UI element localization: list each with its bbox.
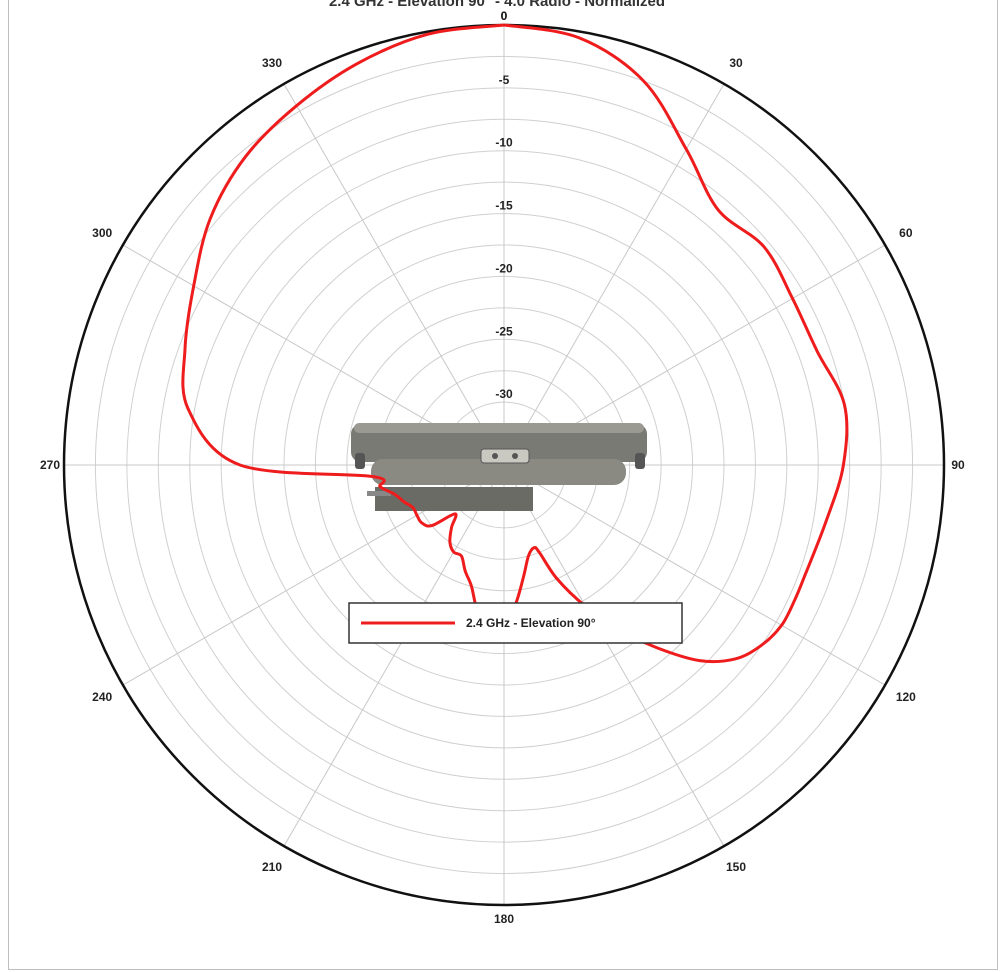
radial-tick-label: 0: [501, 9, 508, 23]
legend-label: 2.4 GHz - Elevation 90°: [466, 616, 596, 630]
angle-label-240: 240: [92, 690, 112, 704]
polar-chart: 2.4 GHz - Elevation 90° - 4.0 Radio - No…: [40, 0, 965, 926]
access-point-device-image: [351, 423, 647, 511]
angle-label-60: 60: [899, 226, 913, 240]
series-layer: [181, 23, 849, 664]
radial-tick-label: -30: [495, 387, 513, 401]
chart-title: 2.4 GHz - Elevation 90° - 4.0 Radio - No…: [329, 0, 665, 10]
radial-tick-label: -10: [495, 136, 513, 150]
angle-label-330: 330: [262, 56, 282, 70]
angle-label-150: 150: [726, 860, 746, 874]
angle-label-300: 300: [92, 226, 112, 240]
angle-label-90: 90: [951, 458, 965, 472]
grid-spoke: [503, 83, 725, 466]
angle-label-180: 180: [494, 912, 514, 926]
grid-spoke: [503, 464, 886, 686]
grid-spoke: [283, 464, 505, 847]
radial-tick-label: -5: [499, 73, 510, 87]
radial-tick-label: -25: [495, 324, 513, 338]
grid-spoke: [503, 464, 725, 847]
angle-label-0: 0: [501, 9, 508, 23]
radial-tick-label: -20: [495, 261, 513, 275]
angle-label-210: 210: [262, 860, 282, 874]
grid-spoke: [283, 83, 505, 466]
series-line: [181, 23, 849, 664]
legend: 2.4 GHz - Elevation 90°: [348, 602, 683, 644]
angle-label-30: 30: [729, 56, 743, 70]
chart-frame: 2.4 GHz - Elevation 90° - 4.0 Radio - No…: [8, 0, 998, 970]
radial-tick-label: -15: [495, 199, 513, 213]
angle-label-270: 270: [40, 458, 60, 472]
angle-label-120: 120: [896, 690, 916, 704]
